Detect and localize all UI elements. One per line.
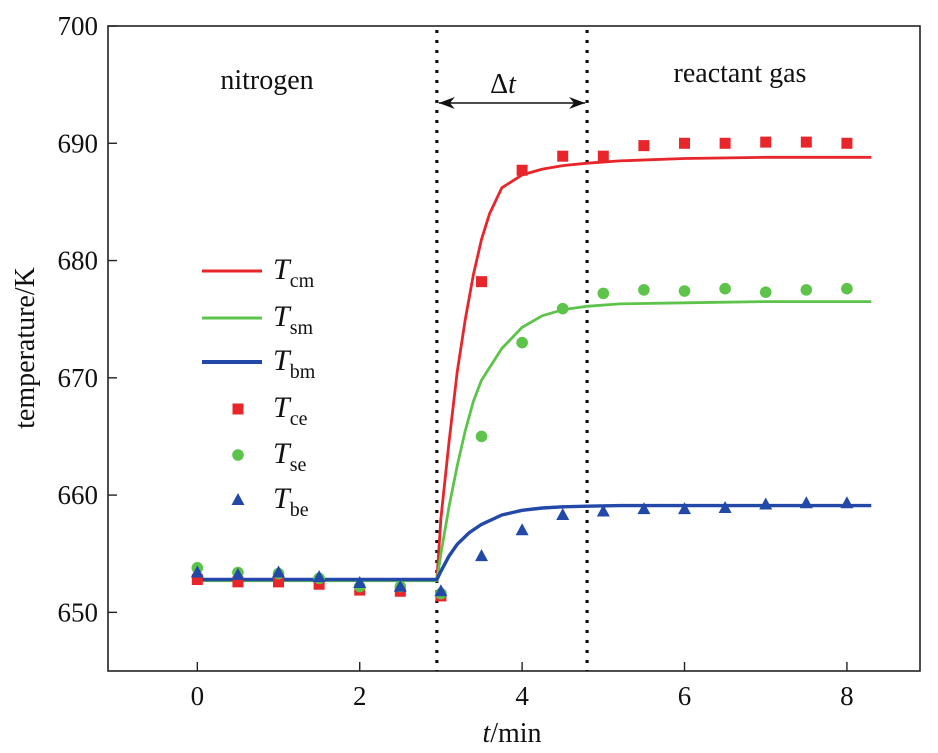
x-tick-label: 0 xyxy=(191,681,205,711)
data-point-Tbe xyxy=(799,496,813,509)
data-point-Tse xyxy=(759,286,772,299)
data-point-Tce xyxy=(313,578,325,590)
delta-t-arrow xyxy=(438,97,586,109)
y-tick-label: 660 xyxy=(58,480,99,510)
data-point-Tse xyxy=(841,282,853,295)
data-point-Tce xyxy=(841,137,853,149)
data-point-Tse xyxy=(678,285,691,297)
delta-t-arrow-head-left xyxy=(438,97,455,109)
data-point-Tbe xyxy=(515,523,529,536)
data-point-Tbe xyxy=(272,565,286,578)
legend-label-Tcm: Tcm xyxy=(273,253,315,292)
legend-label-Tbe: Tbe xyxy=(273,482,309,521)
x-tick-label: 2 xyxy=(353,681,367,711)
series-line-Tbm xyxy=(197,503,872,582)
data-point-Tse xyxy=(800,284,813,296)
y-tick-label: 650 xyxy=(58,597,99,627)
data-point-Tce xyxy=(597,150,609,162)
data-point-Tse xyxy=(719,282,731,295)
data-point-Tse xyxy=(475,430,488,443)
plot-frame xyxy=(107,25,921,672)
x-tick-label: 4 xyxy=(515,681,529,711)
legend-marker-Tse xyxy=(232,449,244,461)
data-point-Tce xyxy=(232,576,244,588)
data-point-Tbe xyxy=(475,549,489,562)
legend-label-Tsm: Tsm xyxy=(273,300,313,339)
x-tick-label: 6 xyxy=(678,681,692,711)
data-point-Tbe xyxy=(678,502,692,515)
y-tick-label: 690 xyxy=(58,128,99,158)
data-point-Tce xyxy=(516,164,528,176)
data-point-Tbe xyxy=(637,502,651,515)
data-point-Tbe xyxy=(312,570,326,583)
series-line-Tsm xyxy=(197,300,872,583)
data-point-Tse xyxy=(597,287,610,300)
x-tick-label: 8 xyxy=(840,681,854,711)
data-point-Tbe xyxy=(434,584,448,597)
legend-label-Tbm: Tbm xyxy=(273,344,316,383)
data-point-Tbe xyxy=(190,565,204,578)
data-point-Tce xyxy=(557,150,569,162)
y-tick-label: 700 xyxy=(58,11,99,41)
data-point-Tbe xyxy=(231,567,245,580)
region-divider-lines xyxy=(435,30,589,671)
legend-marker-Tce xyxy=(232,403,244,415)
data-point-Tce xyxy=(760,136,772,148)
data-point-Tce xyxy=(800,136,812,148)
annotation-reactant-gas: reactant gas xyxy=(674,58,807,89)
annotation-delta-t: Δt xyxy=(490,69,517,100)
legend: Tcm Tsm Tbm Tce Tse Tbe xyxy=(202,253,316,521)
legend-label-Tce: Tce xyxy=(273,391,308,430)
legend-label-Tse: Tse xyxy=(273,437,306,476)
x-axis-label: t/min xyxy=(482,718,541,749)
data-point-Tce xyxy=(679,137,691,149)
data-point-Tce xyxy=(719,137,731,149)
experimental-series-markers xyxy=(190,136,854,602)
legend-marker-Tbe xyxy=(231,493,245,505)
data-point-Tbe xyxy=(556,508,570,521)
annotation-nitrogen: nitrogen xyxy=(220,65,313,96)
data-point-Tse xyxy=(638,284,650,296)
y-tick-label: 670 xyxy=(58,363,99,393)
data-point-Tbe xyxy=(759,497,773,510)
data-point-Tce xyxy=(638,140,650,152)
data-point-Tbe xyxy=(596,504,610,517)
ticks-group: 0 2 4 6 8 650 660 670 680 690 700 xyxy=(58,11,854,711)
data-point-Tbe xyxy=(718,500,732,513)
data-point-Tbe xyxy=(353,576,367,589)
data-point-Tce xyxy=(476,276,488,288)
data-point-Tbe xyxy=(393,579,407,592)
data-point-Tse xyxy=(556,302,569,315)
delta-t-arrow-head-right xyxy=(569,97,586,109)
data-point-Tbe xyxy=(840,496,854,509)
data-point-Tce xyxy=(191,574,203,586)
data-point-Tse xyxy=(516,336,528,349)
y-tick-label: 680 xyxy=(58,246,99,276)
model-series-lines xyxy=(197,155,872,583)
y-axis-label: temperature/K xyxy=(10,267,41,429)
data-point-Tce xyxy=(273,576,285,588)
